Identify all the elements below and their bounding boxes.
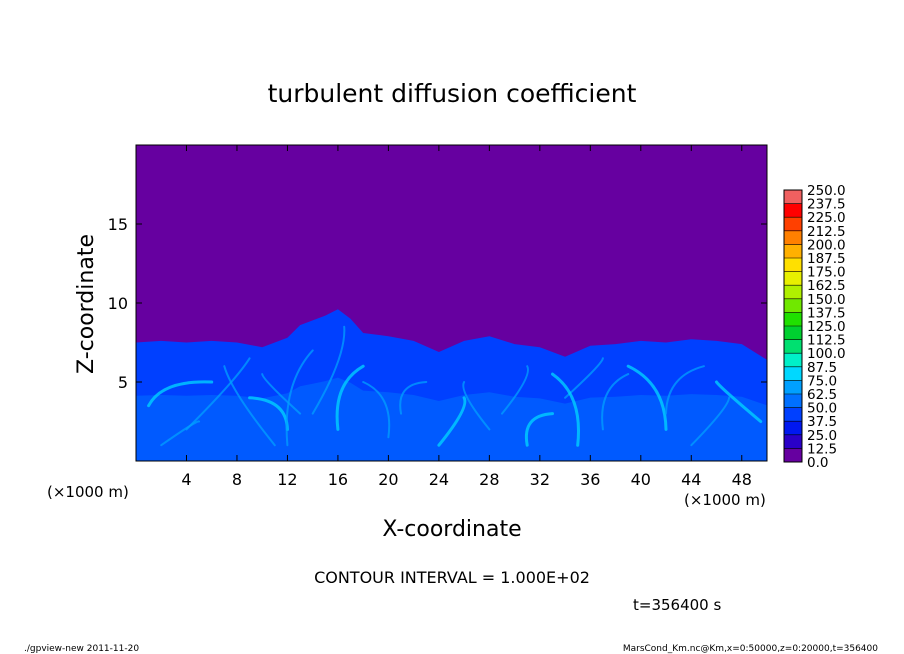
eddy-streaks [147,325,763,447]
y-tick-label: 15 [108,215,128,234]
colorbar-swatch [784,312,802,327]
colorbar-label: 225.0 [807,210,846,226]
eddy-streak [524,412,554,447]
colorbar-label: 25.0 [807,428,837,444]
x-tick-label: 44 [681,470,701,489]
eddy-streak [147,380,214,408]
x-tick-label: 16 [328,470,348,489]
colorbar-label: 250.0 [807,183,846,199]
colorbar-swatch [784,271,802,286]
contour-interval-note: CONTOUR INTERVAL = 1.000E+02 [314,568,590,587]
colorbar-swatch [784,230,802,245]
eddy-streak [223,365,276,447]
eddy-streak [626,364,668,431]
eddy-streak [551,372,580,447]
x-tick-label: 40 [631,470,651,489]
x-unit-label-left: (×1000 m) [47,483,129,501]
x-tick-label: 24 [429,470,449,489]
x-tick-label: 28 [479,470,499,489]
colorbar-label: 50.0 [807,401,837,417]
eddy-streak [335,364,365,431]
eddy-streak [362,381,391,439]
colorbar-swatch [784,353,802,368]
colorbar-label: 62.5 [807,387,837,403]
colorbar-label: 125.0 [807,319,846,335]
colorbar-label: 37.5 [807,414,837,430]
colorbar-swatch [784,326,802,340]
x-tick-label: 48 [732,470,752,489]
time-label: t=356400 s [633,596,721,614]
colorbar-label: 137.5 [807,305,846,321]
colorbar-label: 162.5 [807,278,846,294]
colorbar-label: 237.5 [807,197,846,213]
mixed-layer-eddies [136,377,767,461]
x-tick-label: 36 [580,470,600,489]
colorbar-swatch [784,285,802,300]
x-tick-label: 32 [530,470,550,489]
colorbar-label: 212.5 [807,224,846,240]
footer-right: MarsCond_Km.nc@Km,x=0:50000,z=0:20000,t=… [623,644,878,654]
y-axis-ticks: 5 10 15 [108,215,767,392]
eddy-streak [665,365,705,415]
colorbar-swatch [784,339,802,354]
eddy-streak [160,420,201,447]
eddy-streak [462,381,491,431]
colorbar-swatch [784,190,802,204]
x-tick-label: 20 [378,470,398,489]
x-tick-label: 12 [277,470,297,489]
colorbar-swatch [784,366,802,381]
colorbar-swatch [784,244,802,259]
eddy-streak [399,381,428,415]
colorbar-label: 75.0 [807,373,837,389]
colorbar-swatch [784,258,802,272]
x-tick-label: 8 [232,470,242,489]
eddy-streak [690,396,731,447]
colorbar-label: 0.0 [807,455,828,471]
y-axis-label: Z-coordinate [74,234,99,374]
colorbar: 0.012.525.037.550.062.575.087.5100.0112.… [783,183,846,471]
y-tick-label: 5 [118,373,128,392]
colorbar-swatch [784,448,802,463]
colorbar-label: 175.0 [807,265,846,281]
x-axis-ticks: 4 8 12 16 20 24 28 32 36 40 44 48 [181,145,752,489]
colorbar-swatch [784,407,802,422]
eddy-streak [437,396,467,447]
colorbar-label: 112.5 [807,333,846,349]
eddy-streak [501,365,529,415]
footer-left: ./gpview-new 2011-11-20 [24,644,139,654]
eddy-streak [311,325,346,415]
x-tick-label: 4 [181,470,191,489]
x-axis-label: X-coordinate [382,517,521,542]
colorbar-label: 100.0 [807,346,846,362]
colorbar-swatch [784,217,802,232]
colorbar-label: 150.0 [807,292,846,308]
colorbar-label: 187.5 [807,251,846,267]
eddy-streak [715,380,763,423]
colorbar-swatch [784,434,802,449]
eddy-streak [185,357,251,431]
y-tick-label: 10 [108,294,128,313]
colorbar-swatch [784,421,802,436]
colorbar-swatch [784,298,802,313]
colorbar-label: 87.5 [807,360,837,376]
colorbar-swatch [784,203,802,218]
eddy-streak [601,373,630,431]
colorbar-swatch [784,394,802,408]
colorbar-label: 200.0 [807,237,846,253]
eddy-streak [261,373,302,415]
colorbar-swatch [784,380,802,395]
eddy-streak [285,349,314,447]
x-unit-label-right: (×1000 m) [684,491,766,509]
colorbar-label: 12.5 [807,441,837,457]
chart-title: turbulent diffusion coefficient [268,79,637,108]
